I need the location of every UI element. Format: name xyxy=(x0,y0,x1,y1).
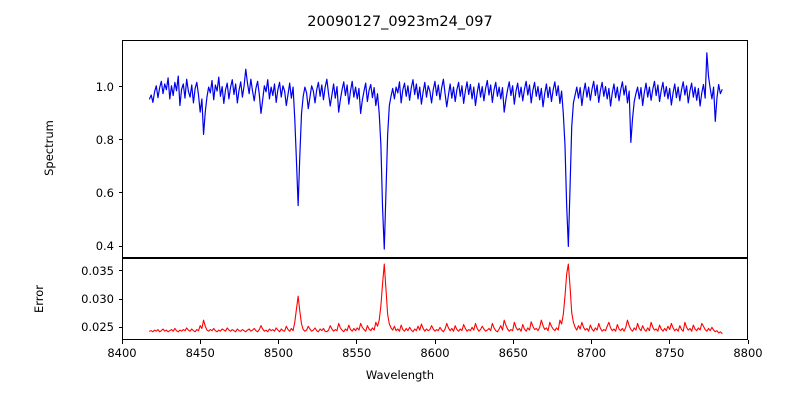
spectrum-plot-area xyxy=(122,40,748,258)
error-series-svg xyxy=(148,263,723,334)
xtick-label: 8600 xyxy=(420,346,450,360)
xtick-label: 8750 xyxy=(655,346,685,360)
error-ytick-mark xyxy=(118,270,122,272)
xtick-label: 8650 xyxy=(498,346,528,360)
xtick-mark xyxy=(199,340,201,344)
xtick-mark xyxy=(669,340,671,344)
xtick-mark xyxy=(121,340,123,344)
xtick-label: 8800 xyxy=(733,346,763,360)
spectrum-ytick-mark xyxy=(118,245,122,247)
spectrum-series-svg xyxy=(148,52,723,250)
spectrum-ytick-label: 0.6 xyxy=(95,185,114,200)
error-ytick-mark xyxy=(118,326,122,329)
xtick-label: 8500 xyxy=(263,346,294,360)
error-data-line xyxy=(148,263,723,334)
error-plot-area xyxy=(122,258,748,340)
xtick-label: 8400 xyxy=(107,346,137,360)
xtick-label: 8450 xyxy=(185,346,215,360)
page-title: 20090127_0923m24_097 xyxy=(307,14,493,30)
spectrum-ytick-mark xyxy=(118,139,122,141)
spectrum-ytick-label: 1.0 xyxy=(95,79,114,94)
xtick-mark xyxy=(434,340,436,344)
spectrum-ytick-label: 0.4 xyxy=(95,239,114,254)
error-ytick-label: 0.030 xyxy=(81,292,114,306)
xtick-mark xyxy=(356,340,358,344)
xtick-mark xyxy=(747,340,749,344)
spectrum-ytick-label: 0.8 xyxy=(95,132,114,147)
xtick-label: 8550 xyxy=(342,346,372,360)
x-axis-label: Wavelength xyxy=(365,368,435,382)
error-ytick-label: 0.035 xyxy=(81,263,114,278)
xtick-mark xyxy=(512,340,514,344)
error-y-axis-label: Error xyxy=(32,284,46,314)
spectrum-ytick-mark xyxy=(118,86,122,88)
xtick-mark xyxy=(278,340,280,344)
xtick-label: 8700 xyxy=(576,346,607,360)
xtick-mark xyxy=(591,340,593,344)
spectrum-data-line xyxy=(148,52,723,250)
error-ytick-mark xyxy=(118,298,122,300)
error-ytick-label: 0.025 xyxy=(81,320,114,335)
spectrum-y-axis-label: Spectrum xyxy=(42,120,56,176)
spectrum-ytick-mark xyxy=(118,192,122,194)
